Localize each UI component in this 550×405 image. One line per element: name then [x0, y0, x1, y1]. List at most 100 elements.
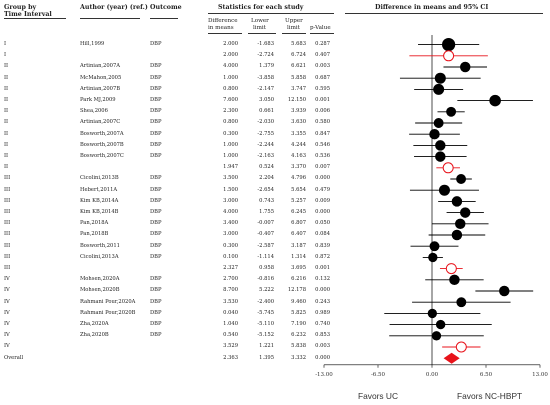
study-point	[442, 38, 456, 52]
lower-value: -2.587	[257, 242, 274, 249]
group-label: IV	[4, 321, 10, 327]
upper-value: 3.332	[291, 354, 306, 361]
outcome-label: DBP	[150, 74, 162, 81]
study-point	[460, 207, 471, 218]
p-value: 0.003	[315, 63, 330, 70]
study-author: Shea,2006	[80, 108, 108, 115]
time-interval-header: Time Interval	[4, 11, 52, 18]
study-author: Artinian,2007A	[80, 63, 121, 70]
lower-value: -1.114	[257, 253, 274, 260]
study-author: Hebert,2011A	[80, 186, 118, 193]
upper-value: 7.190	[291, 321, 306, 327]
study-point	[489, 94, 501, 107]
upper-value: 5.257	[291, 197, 306, 204]
p-value: 0.000	[315, 175, 330, 182]
p-value: 0.740	[315, 321, 330, 327]
outcome-label: DBP	[150, 242, 162, 249]
study-point	[435, 140, 446, 151]
diff-value: 0.300	[223, 130, 238, 137]
lower-value: -2.163	[257, 153, 274, 159]
lower-value: 0.524	[259, 164, 274, 171]
diff-value: 3.529	[223, 343, 238, 350]
diff-value: 4.000	[223, 209, 238, 215]
group-label: I	[4, 41, 7, 47]
p-value: 0.009	[315, 197, 330, 204]
outcome-label: DBP	[150, 141, 162, 148]
upper-value: 1.314	[291, 253, 306, 260]
group-by-header: Group by	[4, 4, 37, 11]
lower-value: -2.244	[257, 141, 274, 148]
outcome-label: DBP	[150, 63, 162, 70]
header-underline-outcome	[150, 18, 178, 19]
diff-value: 2.363	[223, 354, 238, 361]
diff-value: 3.000	[223, 197, 238, 204]
header-underline-stats	[208, 13, 334, 14]
x-tick-label: 0.00	[426, 372, 439, 378]
upper-value: 12.178	[287, 287, 306, 294]
diff-value: 3.400	[223, 220, 238, 227]
lower-value: 2.204	[259, 175, 274, 182]
p-value: 0.853	[315, 332, 330, 339]
study-point	[435, 319, 446, 330]
p-value: 0.050	[315, 220, 330, 227]
lower-value: -2.147	[257, 85, 274, 92]
group-label: Overall	[4, 354, 24, 361]
outcome-label: DBP	[150, 130, 162, 137]
lower-value: -0.407	[257, 231, 274, 238]
upper-value: 5.683	[291, 41, 306, 47]
outcome-label: DBP	[150, 197, 162, 204]
author-header: Author (year) (ref.)	[80, 4, 148, 11]
upper-value: 9.460	[291, 298, 306, 305]
upper-value: 6.407	[291, 231, 306, 238]
study-point	[429, 241, 440, 252]
diff-value: 1.040	[223, 321, 238, 327]
upper-value: 6.216	[291, 276, 306, 283]
study-point	[435, 151, 446, 162]
study-point	[429, 128, 440, 140]
outcome-label: DBP	[150, 41, 162, 47]
group-label: IV	[4, 287, 10, 294]
group-label: II	[4, 108, 9, 115]
lower-value: 1.379	[259, 63, 274, 70]
group-label: III	[4, 175, 11, 182]
group-label: III	[4, 186, 11, 193]
group-label: IV	[4, 276, 10, 283]
diff-value: 0.100	[223, 253, 238, 260]
upper-value: 3.630	[291, 119, 306, 126]
outcome-label: DBP	[150, 186, 162, 193]
study-author: Kim KB,2014A	[80, 197, 119, 204]
subheader-underline-p	[310, 33, 334, 34]
diff-value: 1.947	[223, 164, 238, 171]
study-point	[446, 106, 457, 117]
upper-value: 5.838	[291, 343, 306, 350]
forest-header: Difference in means and 95% CI	[375, 4, 489, 11]
diff-value: 3.000	[223, 231, 238, 238]
study-point	[433, 118, 444, 128]
group-label: II	[4, 97, 9, 103]
p-value: 0.687	[315, 74, 330, 81]
diff-value: 0.040	[223, 309, 238, 316]
group-label: II	[4, 85, 9, 92]
upper-value: 5.825	[291, 309, 306, 316]
study-author: Kim KB,2014B	[80, 209, 119, 215]
study-author: Mohsen,2020B	[80, 287, 120, 294]
study-point	[451, 196, 463, 207]
lower-value: 1.755	[259, 209, 274, 215]
x-tick-label: -13.00	[315, 372, 333, 378]
lower-value: -2.400	[257, 298, 274, 305]
lower-value: -5.745	[257, 309, 274, 316]
outcome-label: DBP	[150, 119, 162, 126]
header-underline-group	[4, 18, 66, 19]
p-value: 0.872	[315, 253, 330, 260]
diff-value: 4.000	[223, 63, 238, 70]
upper-value: 3.355	[291, 130, 306, 137]
outcome-label: DBP	[150, 321, 162, 327]
lower-value: 3.050	[259, 97, 274, 103]
upper-value: 12.150	[287, 97, 306, 103]
lower-value: -0.816	[257, 276, 274, 283]
study-point	[456, 174, 467, 184]
lower-value: -2.755	[257, 130, 274, 137]
diff-value: 3.500	[223, 175, 238, 182]
study-point	[428, 252, 438, 263]
group-label: II	[4, 164, 9, 171]
